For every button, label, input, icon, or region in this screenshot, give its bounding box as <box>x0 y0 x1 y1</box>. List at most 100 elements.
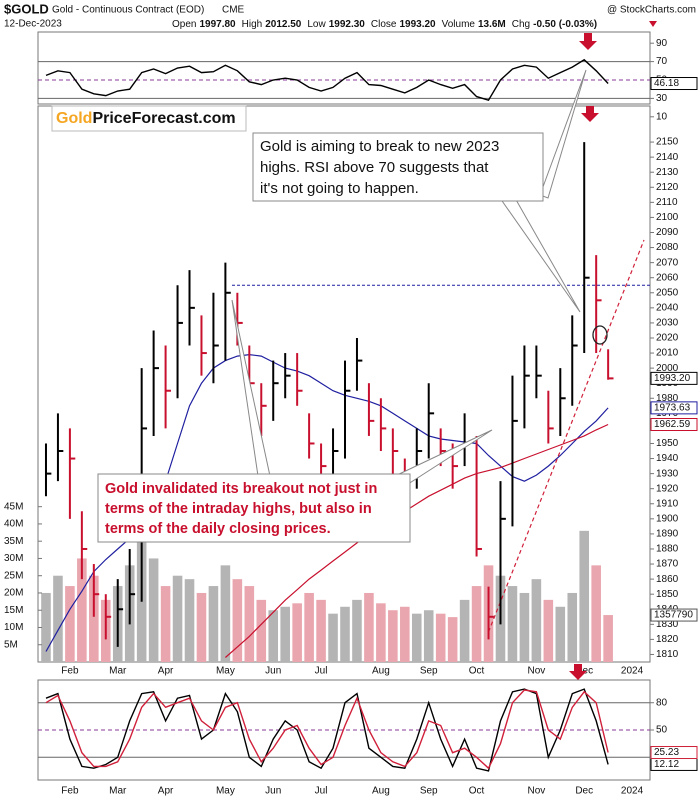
y-tick-label: 70 <box>656 56 668 67</box>
quote-value: 1992.30 <box>329 19 366 30</box>
y-tick-label: 1980 <box>656 393 679 404</box>
volume-bar <box>579 530 589 662</box>
volume-bar <box>376 603 386 662</box>
x-tick-label: Dec <box>575 786 593 797</box>
y-tick-label: 2130 <box>656 167 679 178</box>
symbol: $GOLD <box>4 1 49 16</box>
callout-text: highs. RSI above 70 suggests that <box>260 159 489 176</box>
volume-bar <box>555 606 566 662</box>
arrow-marker <box>579 33 597 50</box>
watermark: GoldPriceForecast.com <box>56 110 236 127</box>
volume-bar <box>423 610 434 662</box>
x-tick-label: 2024 <box>621 786 644 797</box>
quote-label: Low <box>307 19 326 30</box>
last-value-label-box <box>650 77 698 91</box>
volume-bar <box>77 558 87 662</box>
volume-bar <box>543 599 554 662</box>
y-tick-label: 2020 <box>656 333 679 344</box>
ma-label: 1973.63 <box>654 403 691 414</box>
y-tick-label: 2040 <box>656 302 679 313</box>
indicator-line <box>45 689 609 770</box>
y-tick-label: 2090 <box>656 227 679 238</box>
last-price-label-box <box>650 371 698 385</box>
last-value-label: 25.23 <box>654 747 679 758</box>
x-tick-label: Feb <box>61 666 79 677</box>
volume-bar <box>208 586 219 662</box>
x-tick-label: Oct <box>469 786 485 797</box>
callout-box <box>252 132 544 202</box>
last-value-label: 12.12 <box>654 759 679 770</box>
x-tick-label: Jul <box>315 666 328 677</box>
x-tick-label: Sep <box>420 666 438 677</box>
watermark-second: PriceForecast.com <box>92 110 235 127</box>
y-tick-label: 1920 <box>656 483 679 494</box>
quote-label: Chg <box>512 19 530 30</box>
quote: Open 1997.80 High 2012.50 Low 1992.30 Close 199… <box>172 19 597 30</box>
watermark-first: Gold <box>56 110 92 127</box>
y-tick-label: 2110 <box>656 197 678 208</box>
arrow-marker <box>569 664 587 680</box>
y-tick-label: 1900 <box>656 513 679 524</box>
volume-bar <box>89 575 99 662</box>
volume-bar <box>280 606 290 662</box>
last-value-label: 46.18 <box>654 78 679 89</box>
volume-bar <box>531 579 542 662</box>
quote-value: 1997.80 <box>199 19 236 30</box>
indicator-line <box>45 688 609 772</box>
callout-text: it's not going to happen. <box>260 180 419 197</box>
y-tick-label: 30 <box>656 93 668 104</box>
x-tick-label: Jul <box>315 786 328 797</box>
volume-bar <box>411 613 422 662</box>
y-tick-label: 5M <box>4 639 18 650</box>
y-tick-label: 2050 <box>656 287 679 298</box>
x-tick-label: Aug <box>372 666 390 677</box>
callout-text: terms of the intraday highs, but also in <box>105 501 372 517</box>
last-value-label-box <box>650 746 698 760</box>
y-tick-label: 2070 <box>656 257 679 268</box>
quote-label: High <box>242 19 263 30</box>
instrument-name: Gold - Continuous Contract (EOD) <box>52 5 204 16</box>
callout-text: Gold invalidated its breakout not just i… <box>105 481 377 497</box>
y-tick-label: 40M <box>4 519 23 530</box>
quote-value: 2012.50 <box>265 19 302 30</box>
y-tick-label: 1950 <box>656 438 679 449</box>
volume-bar <box>304 592 314 662</box>
volume-bar <box>220 565 231 662</box>
highlight-circle <box>592 325 608 345</box>
y-tick-label: 1830 <box>656 619 679 630</box>
volume-bar <box>567 592 578 662</box>
y-tick-label: 2080 <box>656 242 679 253</box>
volume-bar <box>172 575 183 662</box>
volume-bar <box>316 599 326 662</box>
callout-pointer <box>539 69 587 199</box>
y-tick-label: 1820 <box>656 634 679 645</box>
y-tick-label: 25M <box>4 570 23 581</box>
callout-text: terms of the daily closing prices. <box>105 521 331 537</box>
y-tick-label: 2150 <box>656 137 679 148</box>
quote-label: Open <box>172 19 196 30</box>
volume-bar <box>471 586 482 662</box>
y-tick-label: 2120 <box>656 182 679 193</box>
volume-bar <box>244 586 255 662</box>
y-tick-label: 2140 <box>656 152 679 163</box>
volume-bar <box>328 613 338 662</box>
y-tick-label: 45M <box>4 501 23 512</box>
volume-bar <box>292 603 302 662</box>
quote-label: Close <box>371 19 397 30</box>
y-tick-label: 20M <box>4 588 23 599</box>
volume-bar <box>603 615 613 662</box>
y-tick-label: 2030 <box>656 318 679 329</box>
y-tick-label: 35M <box>4 536 23 547</box>
ma-label-box <box>650 401 698 415</box>
x-tick-label: 2024 <box>621 666 644 677</box>
y-tick-label: 1810 <box>656 649 679 660</box>
volume-label-box <box>650 608 698 622</box>
x-tick-label: Nov <box>527 786 545 797</box>
x-tick-label: Apr <box>158 666 174 677</box>
y-tick-label: 2000 <box>656 363 679 374</box>
volume-bar <box>148 558 159 662</box>
rsi-panel <box>37 31 651 105</box>
x-tick-label: Feb <box>61 786 79 797</box>
volume-label: 1357790 <box>654 610 693 621</box>
